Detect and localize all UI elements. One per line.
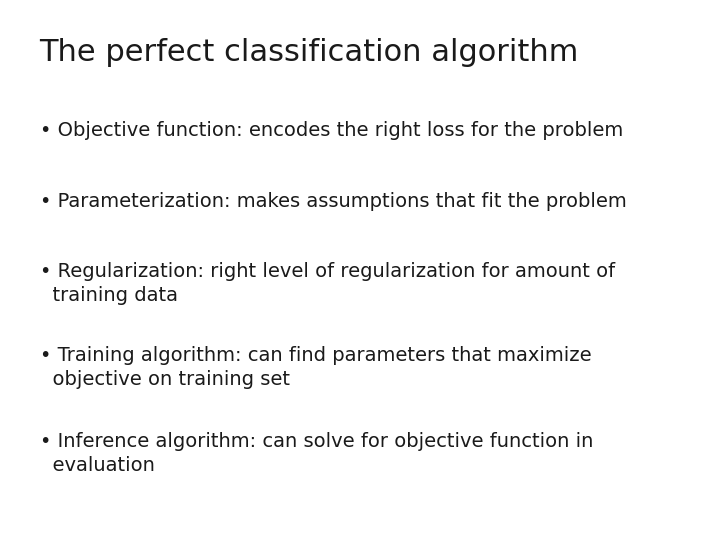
Text: • Objective function: encodes the right loss for the problem: • Objective function: encodes the right … xyxy=(40,122,623,140)
Text: • Regularization: right level of regularization for amount of
  training data: • Regularization: right level of regular… xyxy=(40,262,615,305)
Text: • Inference algorithm: can solve for objective function in
  evaluation: • Inference algorithm: can solve for obj… xyxy=(40,432,593,475)
Text: • Parameterization: makes assumptions that fit the problem: • Parameterization: makes assumptions th… xyxy=(40,192,626,211)
Text: • Training algorithm: can find parameters that maximize
  objective on training : • Training algorithm: can find parameter… xyxy=(40,346,591,389)
Text: The perfect classification algorithm: The perfect classification algorithm xyxy=(40,38,579,67)
